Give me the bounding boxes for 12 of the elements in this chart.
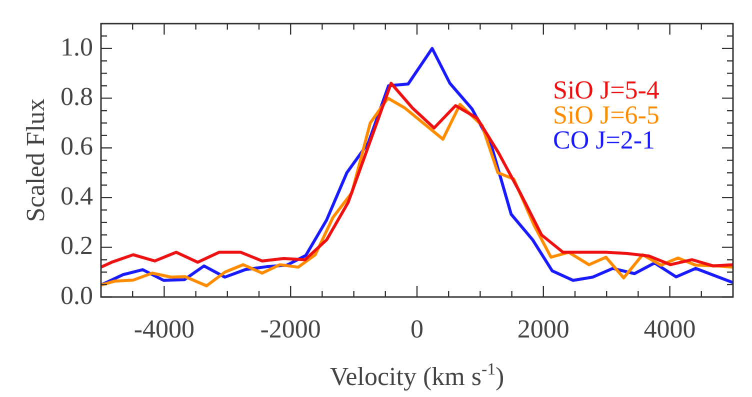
y-tick-label: 0.6 (60, 132, 93, 161)
y-tick-label: 0.4 (60, 181, 93, 210)
y-tick-label: 0.0 (60, 280, 93, 310)
x-tick-label: 4000 (644, 314, 696, 344)
y-axis-title: Scaled Flux (21, 98, 50, 222)
y-tick-label: 0.2 (60, 231, 93, 260)
x-tick-label: -4000 (134, 314, 195, 344)
y-tick-label: 1.0 (60, 32, 93, 62)
x-tick-label: -2000 (260, 314, 321, 344)
x-tick-label: 0 (410, 314, 424, 344)
x-tick-label: 2000 (517, 314, 570, 344)
y-tick-label: 0.8 (60, 82, 93, 111)
